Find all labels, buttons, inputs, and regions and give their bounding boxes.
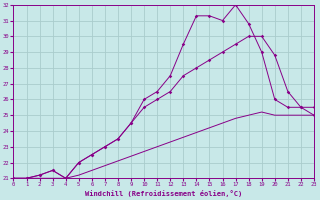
- X-axis label: Windchill (Refroidissement éolien,°C): Windchill (Refroidissement éolien,°C): [85, 190, 242, 197]
